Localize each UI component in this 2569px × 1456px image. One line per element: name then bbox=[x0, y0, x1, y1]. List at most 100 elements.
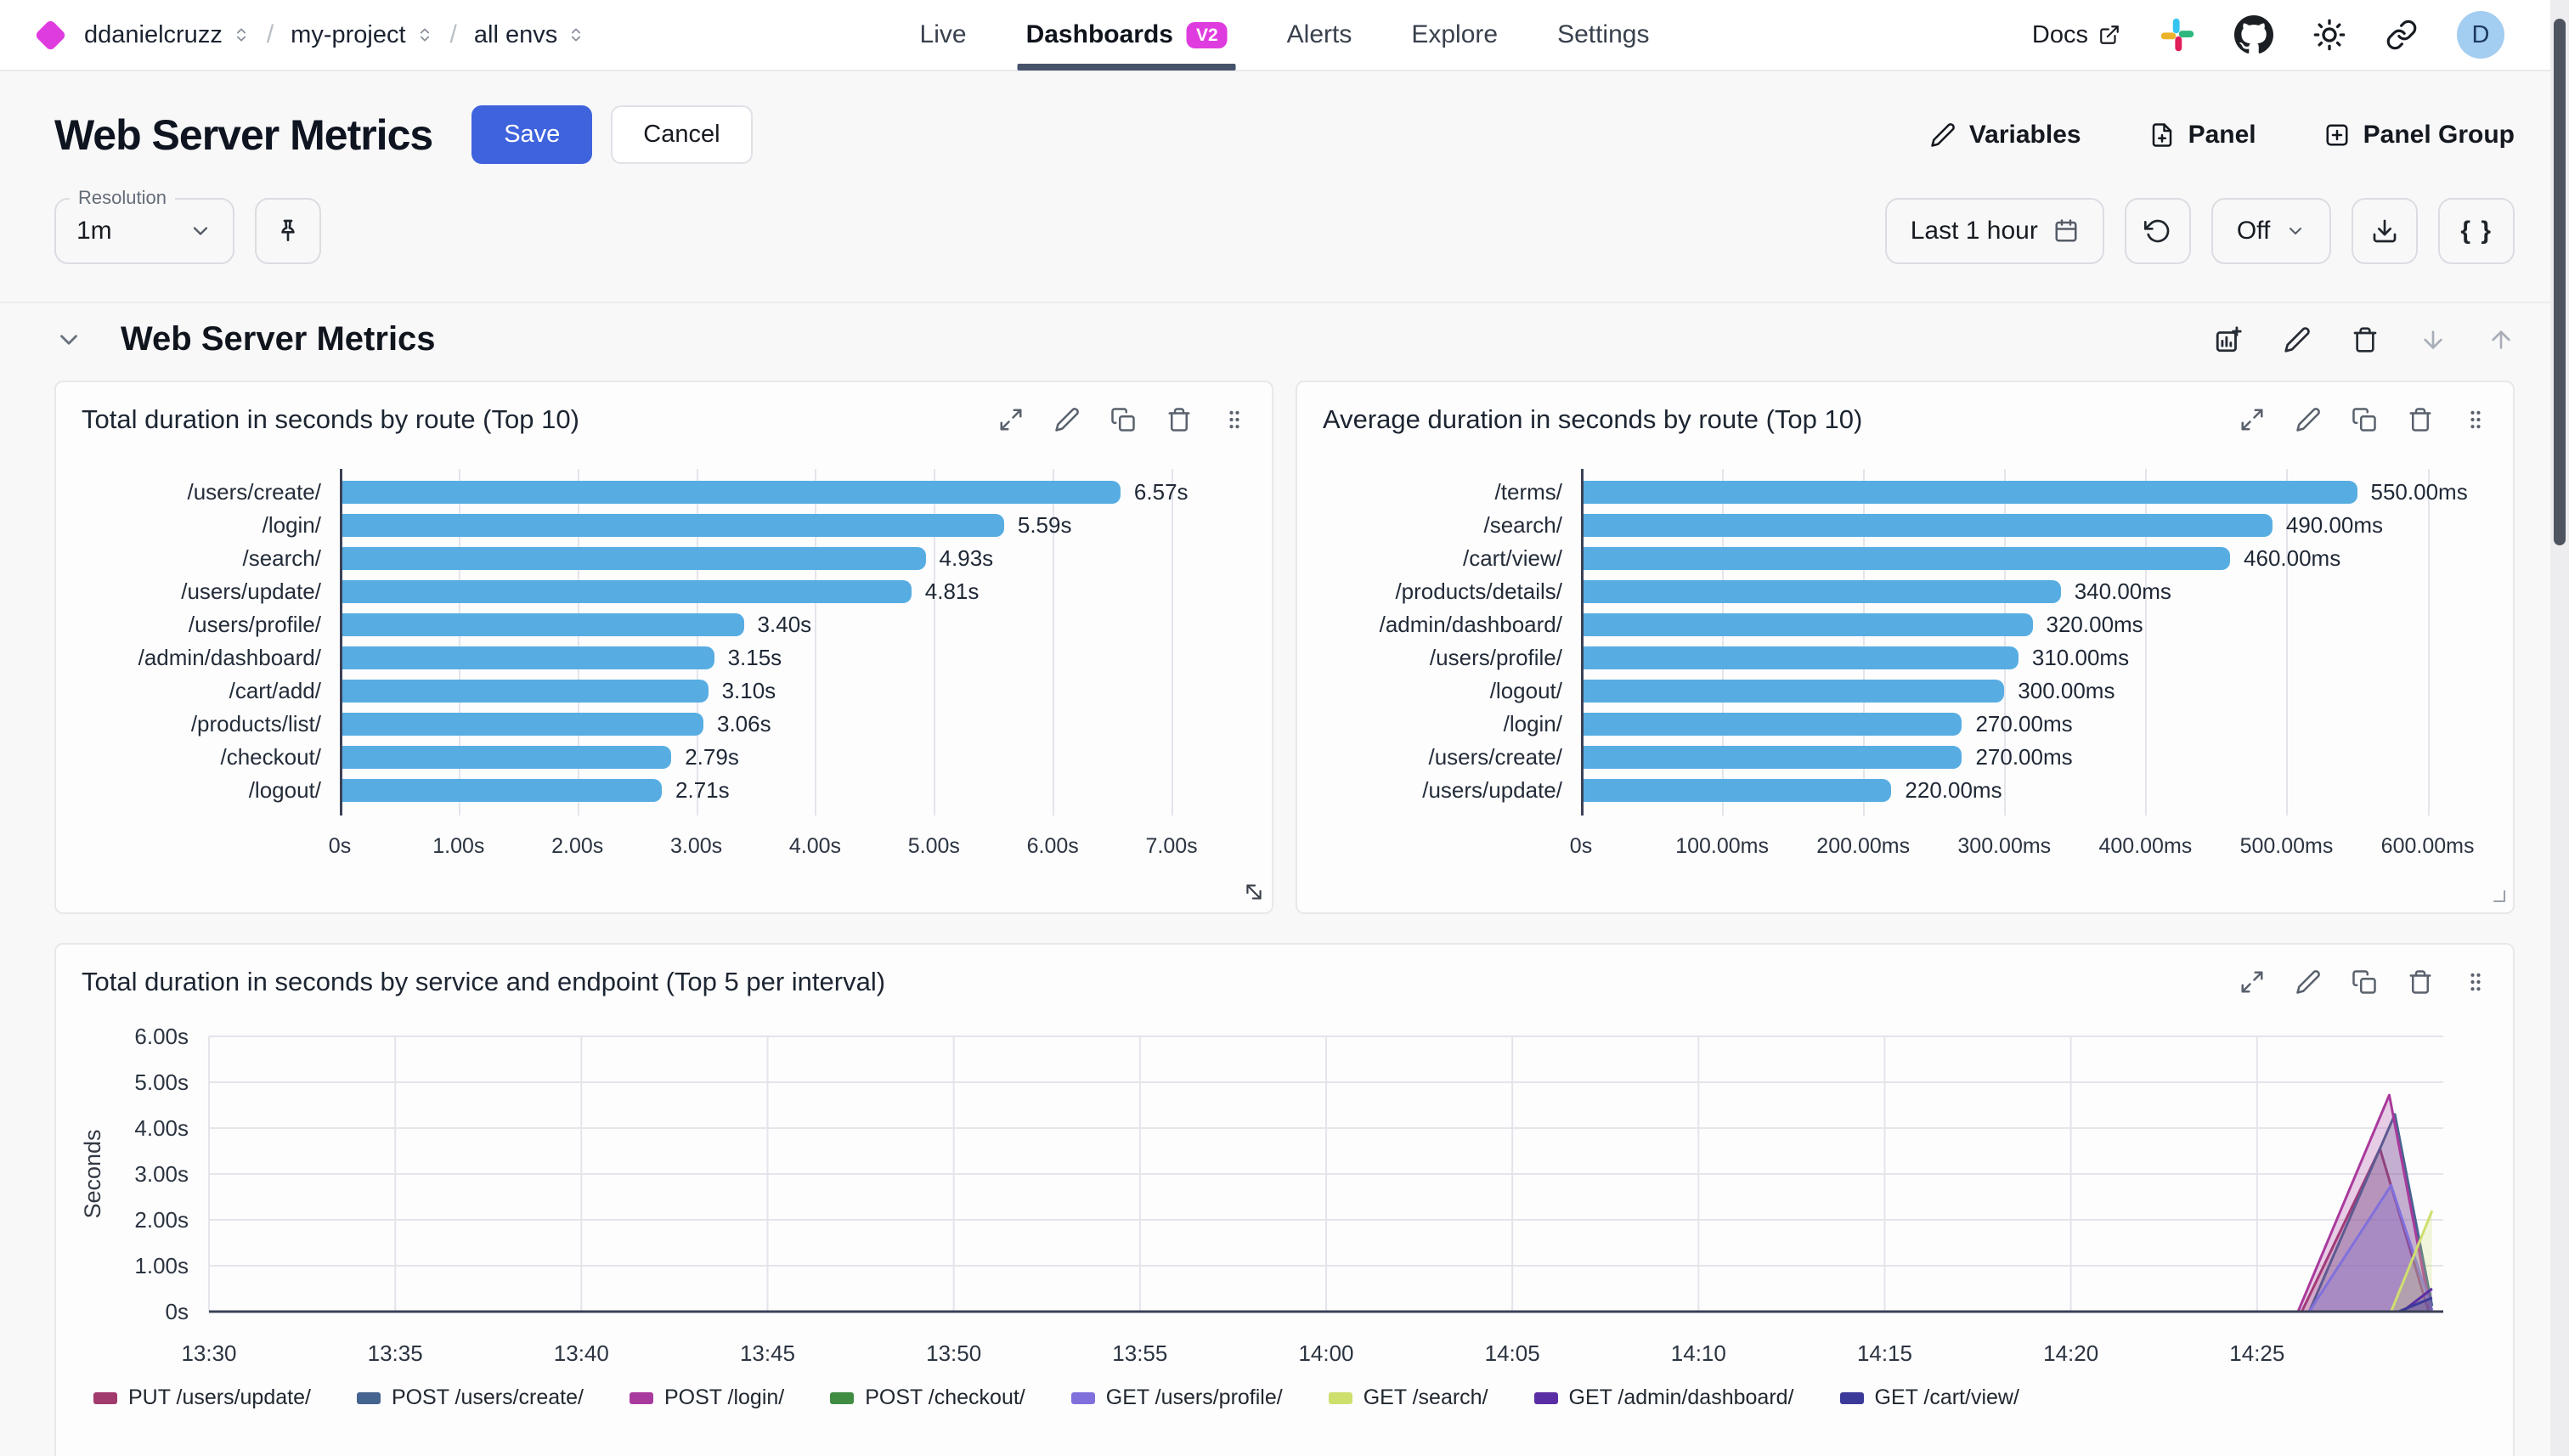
bar[interactable] bbox=[1581, 779, 1892, 802]
time-range-button[interactable]: Last 1 hour bbox=[1884, 198, 2104, 264]
drag-panel-handle[interactable] bbox=[1222, 408, 1246, 432]
tab-dashboards[interactable]: Dashboards V2 bbox=[1017, 0, 1236, 71]
brand-logo-diamond-icon[interactable] bbox=[34, 18, 67, 52]
panel-total-duration-by-route: Total duration in seconds by route (Top … bbox=[54, 381, 1273, 914]
bar[interactable] bbox=[1581, 680, 2005, 703]
time-series-chart[interactable]: 0s 1.00s 2.00s 3.00s 4.00s 5.00s 6.00s 13:30 13:… bbox=[56, 1014, 2493, 1380]
resize-panel-handle[interactable] bbox=[2487, 884, 2508, 909]
variables-button[interactable]: Variables bbox=[1930, 121, 2081, 150]
expand-panel-button[interactable] bbox=[998, 407, 1024, 432]
delete-panel-button[interactable] bbox=[2408, 969, 2433, 995]
delete-section-button[interactable] bbox=[2352, 326, 2379, 353]
tab-live[interactable]: Live bbox=[920, 0, 967, 70]
edit-panel-button[interactable] bbox=[1054, 407, 1080, 432]
refresh-button[interactable] bbox=[2124, 198, 2191, 264]
bar-row: /cart/view/460.00ms bbox=[1326, 542, 2484, 575]
tab-alerts[interactable]: Alerts bbox=[1287, 0, 1352, 70]
resize-panel-handle[interactable] bbox=[1243, 881, 1265, 907]
tab-label: Explore bbox=[1411, 20, 1499, 48]
drag-panel-handle[interactable] bbox=[2464, 408, 2487, 432]
theme-sun-icon[interactable] bbox=[2312, 18, 2346, 52]
legend-item[interactable]: GET /admin/dashboard/ bbox=[1533, 1385, 1794, 1410]
chevron-down-icon bbox=[193, 227, 208, 235]
save-button[interactable]: Save bbox=[471, 105, 593, 164]
json-view-button[interactable]: { } bbox=[2438, 198, 2515, 264]
delete-panel-button[interactable] bbox=[2408, 407, 2433, 432]
move-section-down-button[interactable] bbox=[2419, 326, 2447, 353]
collapse-section-button[interactable] bbox=[54, 325, 83, 354]
gridline bbox=[1863, 469, 1866, 815]
add-chart-button[interactable] bbox=[2214, 325, 2243, 354]
breadcrumb-item-ddanielcruzz[interactable]: ddanielcruzz bbox=[84, 21, 250, 49]
bar[interactable] bbox=[340, 481, 1121, 504]
docs-link[interactable]: Docs bbox=[2032, 21, 2120, 49]
bar-category-label: /admin/dashboard/ bbox=[138, 645, 321, 670]
bar[interactable] bbox=[1581, 746, 1962, 769]
add-panel-group-button[interactable]: Panel Group bbox=[2324, 121, 2515, 150]
bar[interactable] bbox=[340, 746, 672, 769]
x-tick-label: 200.00ms bbox=[1816, 834, 1911, 858]
edit-section-button[interactable] bbox=[2284, 326, 2311, 353]
bar-chart-grid bbox=[1581, 469, 2484, 815]
move-section-up-button[interactable] bbox=[2487, 326, 2515, 353]
bar[interactable] bbox=[340, 547, 926, 570]
bar-track: 4.93s bbox=[340, 542, 1243, 575]
bar[interactable] bbox=[1581, 580, 2061, 603]
trash-icon bbox=[1168, 408, 1190, 432]
breadcrumb-item-all envs[interactable]: all envs bbox=[474, 21, 584, 49]
resolution-select[interactable]: Resolution 1m bbox=[54, 187, 234, 264]
bar[interactable] bbox=[340, 580, 912, 603]
auto-refresh-select[interactable]: Off bbox=[2210, 198, 2332, 264]
bar-value-label: 490.00ms bbox=[2285, 512, 2384, 538]
legend-item[interactable]: POST /users/create/ bbox=[356, 1385, 584, 1410]
bar-row: /cart/add/3.10s bbox=[85, 674, 1243, 708]
add-panel-button[interactable]: Panel bbox=[2149, 121, 2256, 150]
bar[interactable] bbox=[340, 713, 703, 736]
bar[interactable] bbox=[340, 779, 663, 802]
duplicate-panel-button[interactable] bbox=[1110, 407, 1136, 432]
expand-panel-button[interactable] bbox=[2239, 969, 2265, 995]
bar[interactable] bbox=[340, 613, 744, 636]
legend-item[interactable]: POST /login/ bbox=[629, 1385, 784, 1410]
legend-item[interactable]: GET /cart/view/ bbox=[1839, 1385, 2019, 1410]
edit-panel-button[interactable] bbox=[2295, 407, 2321, 432]
edit-panel-button[interactable] bbox=[2295, 969, 2321, 995]
page-scrollbar-thumb[interactable] bbox=[2554, 19, 2566, 545]
expand-panel-button[interactable] bbox=[2239, 407, 2265, 432]
bar-category-label: /logout/ bbox=[248, 777, 321, 803]
bar-track: 490.00ms bbox=[1581, 509, 2484, 542]
share-link-icon[interactable] bbox=[2386, 19, 2418, 51]
bar[interactable] bbox=[1581, 481, 2357, 504]
tab-explore[interactable]: Explore bbox=[1411, 0, 1498, 70]
drag-panel-handle[interactable] bbox=[2464, 970, 2487, 994]
cancel-button[interactable]: Cancel bbox=[611, 105, 753, 164]
legend-item[interactable]: GET /search/ bbox=[1328, 1385, 1488, 1410]
duplicate-panel-button[interactable] bbox=[2352, 407, 2377, 432]
download-button[interactable] bbox=[2352, 198, 2419, 264]
arrow-up-icon bbox=[2492, 330, 2510, 349]
tab-settings[interactable]: Settings bbox=[1557, 0, 1649, 70]
legend-item[interactable]: POST /checkout/ bbox=[830, 1385, 1025, 1410]
bar[interactable] bbox=[1581, 646, 2019, 669]
duplicate-panel-button[interactable] bbox=[2352, 969, 2377, 995]
bar-category-label: /users/profile/ bbox=[188, 612, 321, 637]
bar[interactable] bbox=[1581, 547, 2231, 570]
pin-resolution-button[interactable] bbox=[255, 198, 321, 264]
bar[interactable] bbox=[1581, 713, 1962, 736]
bar[interactable] bbox=[340, 514, 1004, 537]
breadcrumb-item-my-project[interactable]: my-project bbox=[291, 21, 432, 49]
bar[interactable] bbox=[340, 646, 714, 669]
legend-item[interactable]: PUT /users/update/ bbox=[93, 1385, 311, 1410]
legend-item[interactable]: GET /users/profile/ bbox=[1070, 1385, 1283, 1410]
user-avatar[interactable]: D bbox=[2457, 11, 2504, 59]
bar[interactable] bbox=[340, 680, 709, 703]
github-icon[interactable] bbox=[2234, 15, 2273, 54]
slack-icon[interactable] bbox=[2160, 17, 2195, 53]
legend-swatch bbox=[1533, 1391, 1558, 1404]
page-scrollbar-track[interactable] bbox=[2550, 0, 2569, 1456]
bar[interactable] bbox=[1581, 514, 2273, 537]
dashboard-toolbar: Resolution 1m Last 1 hour Off { } bbox=[0, 164, 2569, 264]
delete-panel-button[interactable] bbox=[1166, 407, 1192, 432]
bar[interactable] bbox=[1581, 613, 2033, 636]
bar-row: /products/details/340.00ms bbox=[1326, 575, 2484, 608]
